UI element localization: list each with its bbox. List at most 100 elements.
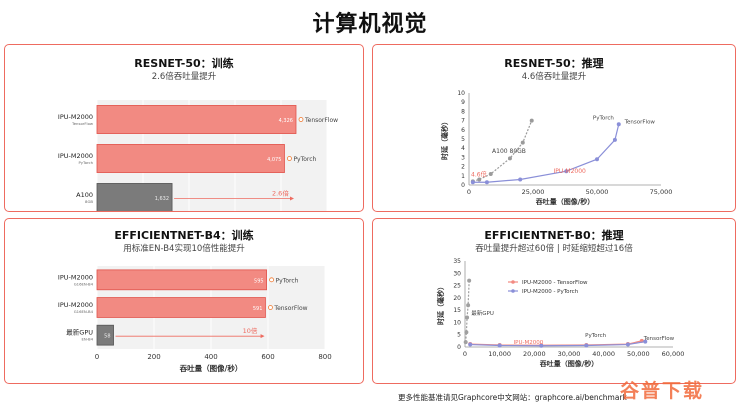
category-label: 最新GPU [66,328,93,337]
y-tick-label: 25 [453,283,461,290]
series-label: 最新GPU [471,309,494,317]
legend-marker [511,289,515,293]
x-tick-label: 30,000 [558,350,581,358]
framework-icon [269,277,274,283]
category-sublabel: G16EN-B4 [74,309,94,314]
data-point [477,177,482,182]
category-label: IPU-M2000 [58,301,93,309]
chart-efficientnet-b4-training: 0 200 400 600 800吞吐量（图像/秒）595IPU-M2000G16EN-… [58,266,332,373]
data-point [465,315,470,320]
data-point [625,342,630,347]
y-tick-label: 0 [457,344,461,351]
y-tick-label: 35 [453,258,461,265]
framework-label: TensorFlow [304,117,338,124]
category-label: IPU-M2000 [58,113,93,121]
x-axis-label: 吞吐量（图像/秒） [180,363,243,373]
y-tick-label: 10 [457,90,465,97]
category-sublabel: 8GB [85,199,93,204]
panel-resnet50-training: RESNET-50：训练 2.6倍吞吐量提升 01,0002,0003,0004… [4,44,364,212]
y-axis-label: 时延（毫秒） [440,118,449,160]
bar [96,144,285,173]
chart-title: EFFICIENTNET-B0：推理 [484,229,624,242]
category-sublabel: EN-B4 [82,337,94,342]
x-tick-label: 400 [204,353,217,361]
gain-label: 2.6倍 [272,189,289,198]
category-label: IPU-M2000 [58,273,93,281]
x-tick-label: 200 [147,353,160,361]
y-tick-label: 15 [453,307,461,314]
bar [96,105,297,134]
x-tick-label: 75,000 [650,188,673,196]
series-line [470,341,646,347]
data-point [467,278,472,283]
data-point [529,118,534,123]
data-point [643,339,648,344]
series-label: A100 80GB [492,148,526,155]
bar [96,324,114,346]
data-point [463,340,468,345]
chart-title: RESNET-50：训练 [134,57,234,70]
framework-icon [287,156,292,161]
gain-label: 4.6倍 [471,171,487,179]
series-label: IPU-M2000 [514,340,544,346]
data-point [470,180,475,185]
chart-subtitle: 用标准EN-B4实现10倍性能提升 [123,244,245,254]
panel-efficientnet-b0-inference: EFFICIENTNET-B0：推理 吞吐量提升超过60倍 | 时延缩短超过16… [372,218,736,384]
bar-value-label: 1,632 [155,196,169,202]
y-tick-label: 8 [461,108,465,115]
page-title: 计算机视觉 [312,12,428,37]
x-axis-label: 吞吐量（图像/秒） [540,359,599,368]
y-tick-label: 20 [453,295,461,302]
chart-efficientnet-b0-inference: 0 5 10 15 20 25 30 35 0 10,000 20,000 30,000 40,000 5… [436,258,685,368]
bar-value-label: 591 [253,306,263,312]
chart-resnet50-training: 01,0002,0003,0004,0005,000吞吐量（图像/秒）4,326… [58,100,338,211]
x-tick-label: 0 [467,188,471,196]
y-tick-label: 0 [461,182,465,189]
y-tick-label: 3 [461,154,465,161]
series-line [472,120,533,182]
bar [96,297,266,318]
y-tick-label: 5 [457,332,461,339]
y-axis-label: 时延（毫秒） [436,283,445,325]
x-tick-label: 20,000 [523,350,546,358]
data-point [507,156,512,161]
x-tick-label: 0 [95,353,99,361]
data-point [612,137,617,142]
gain-arrow-head [289,196,294,201]
framework-icon [298,117,304,122]
footer-note: 更多性能基准请见Graphcore中文网站：graphcore.ai/bench… [398,393,627,402]
legend-marker [511,280,515,284]
x-tick-label: 10,000 [488,350,511,358]
bar-value-label: 4,326 [279,118,293,124]
gain-label: 10倍 [243,326,258,335]
data-point [488,171,493,176]
x-tick-label: 60,000 [662,350,685,358]
point-label: TensorFlow [624,119,656,125]
chart-title: RESNET-50：推理 [504,57,604,70]
y-tick-label: 10 [453,319,461,326]
chart-subtitle: 吞吐量提升超过60倍 | 时延缩短超过16倍 [475,244,633,254]
data-point [539,343,544,348]
y-tick-label: 4 [461,145,465,152]
legend-label: IPU-M2000 - PyTorch [522,289,579,295]
data-point [520,140,525,145]
data-point [616,122,621,127]
y-tick-label: 7 [461,118,465,125]
data-point [518,177,523,182]
y-tick-label: 1 [461,173,465,180]
category-label: IPU-M2000 [58,152,93,160]
series-label: IPU-M2000 [553,168,586,175]
framework-label: TensorFlow [273,305,307,312]
y-tick-label: 9 [461,99,465,106]
y-tick-label: 2 [461,164,465,171]
y-tick-label: 6 [461,127,465,134]
data-point [464,330,469,335]
x-tick-label: 0 [463,350,467,358]
gain-arrow-head [260,334,265,339]
chart-title: EFFICIENTNET-B4：训练 [114,229,254,242]
data-point [468,342,473,347]
framework-icon [268,305,273,310]
bar-value-label: 58 [104,334,110,340]
framework-label: PyTorch [276,277,299,284]
x-tick-label: 50,000 [586,188,609,196]
